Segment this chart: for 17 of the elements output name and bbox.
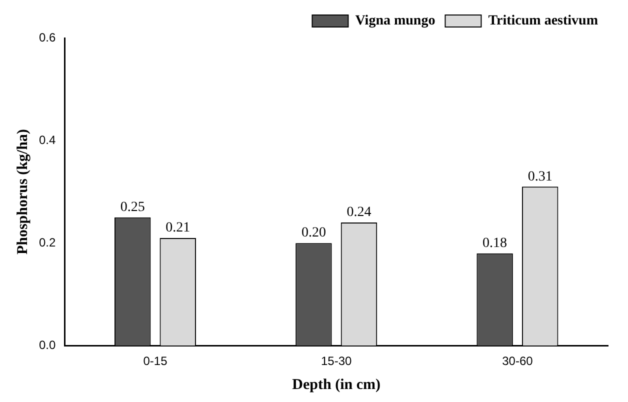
data-label: 0.20 — [301, 226, 326, 241]
x-tick-label: 0-15 — [143, 354, 168, 368]
y-tick-label: 0.2 — [38, 235, 56, 250]
legend-label: Triticum aestivum — [488, 14, 598, 29]
data-label: 0.31 — [528, 169, 552, 184]
y-tick-label: 0.4 — [38, 132, 56, 147]
data-label: 0.21 — [166, 220, 190, 236]
y-tick-label: 0.6 — [38, 30, 56, 44]
x-tick-label: 30-60 — [502, 354, 534, 368]
y-axis-title: Phosphorus (kg/ha) — [14, 129, 31, 255]
data-label: 0.18 — [482, 236, 508, 251]
legend-label: Vigna mungo — [355, 14, 436, 29]
data-label: 0.25 — [120, 200, 145, 216]
y-tick-label: 0.0 — [38, 338, 56, 352]
x-axis-title: Depth (in cm) — [292, 376, 381, 393]
x-tick-label: 15-30 — [320, 354, 352, 368]
data-label: 0.24 — [346, 205, 372, 220]
